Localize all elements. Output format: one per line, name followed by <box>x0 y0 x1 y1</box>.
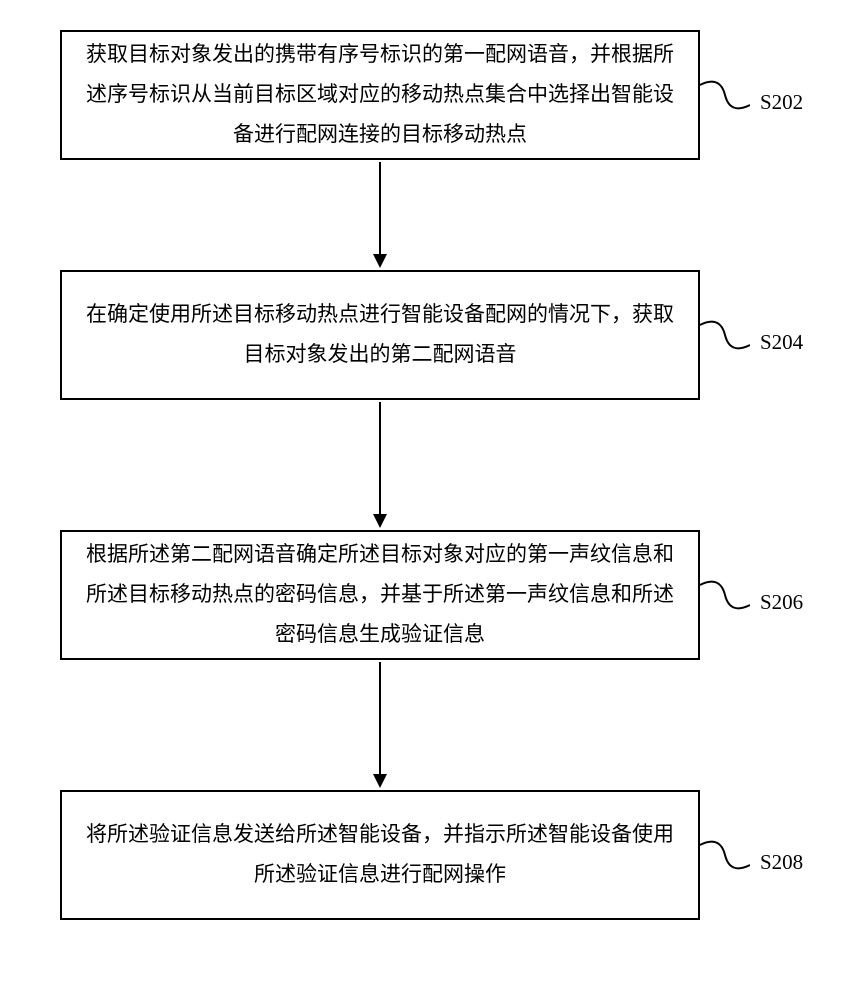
connector-curve-s208 <box>700 835 750 875</box>
arrow-head-3 <box>373 774 387 788</box>
step-label-s202: S202 <box>760 90 803 115</box>
step-box-s204: 在确定使用所述目标移动热点进行智能设备配网的情况下，获取目标对象发出的第二配网语… <box>60 270 700 400</box>
step-label-s204: S204 <box>760 330 803 355</box>
step-box-s202: 获取目标对象发出的携带有序号标识的第一配网语音，并根据所述序号标识从当前目标区域… <box>60 30 700 160</box>
step-box-s208: 将所述验证信息发送给所述智能设备，并指示所述智能设备使用所述验证信息进行配网操作 <box>60 790 700 920</box>
step-text: 根据所述第二配网语音确定所述目标对象对应的第一声纹信息和所述目标移动热点的密码信… <box>82 535 678 655</box>
step-text: 在确定使用所述目标移动热点进行智能设备配网的情况下，获取目标对象发出的第二配网语… <box>82 295 678 375</box>
flowchart-container: 获取目标对象发出的携带有序号标识的第一配网语音，并根据所述序号标识从当前目标区域… <box>0 0 850 1000</box>
step-label-s208: S208 <box>760 850 803 875</box>
arrow-line-1 <box>379 162 381 256</box>
arrow-line-3 <box>379 662 381 776</box>
step-box-s206: 根据所述第二配网语音确定所述目标对象对应的第一声纹信息和所述目标移动热点的密码信… <box>60 530 700 660</box>
connector-curve-s202 <box>700 75 750 115</box>
step-text: 获取目标对象发出的携带有序号标识的第一配网语音，并根据所述序号标识从当前目标区域… <box>82 35 678 155</box>
connector-curve-s206 <box>700 575 750 615</box>
arrow-head-2 <box>373 514 387 528</box>
arrow-head-1 <box>373 254 387 268</box>
connector-curve-s204 <box>700 315 750 355</box>
step-label-s206: S206 <box>760 590 803 615</box>
arrow-line-2 <box>379 402 381 516</box>
step-text: 将所述验证信息发送给所述智能设备，并指示所述智能设备使用所述验证信息进行配网操作 <box>82 815 678 895</box>
